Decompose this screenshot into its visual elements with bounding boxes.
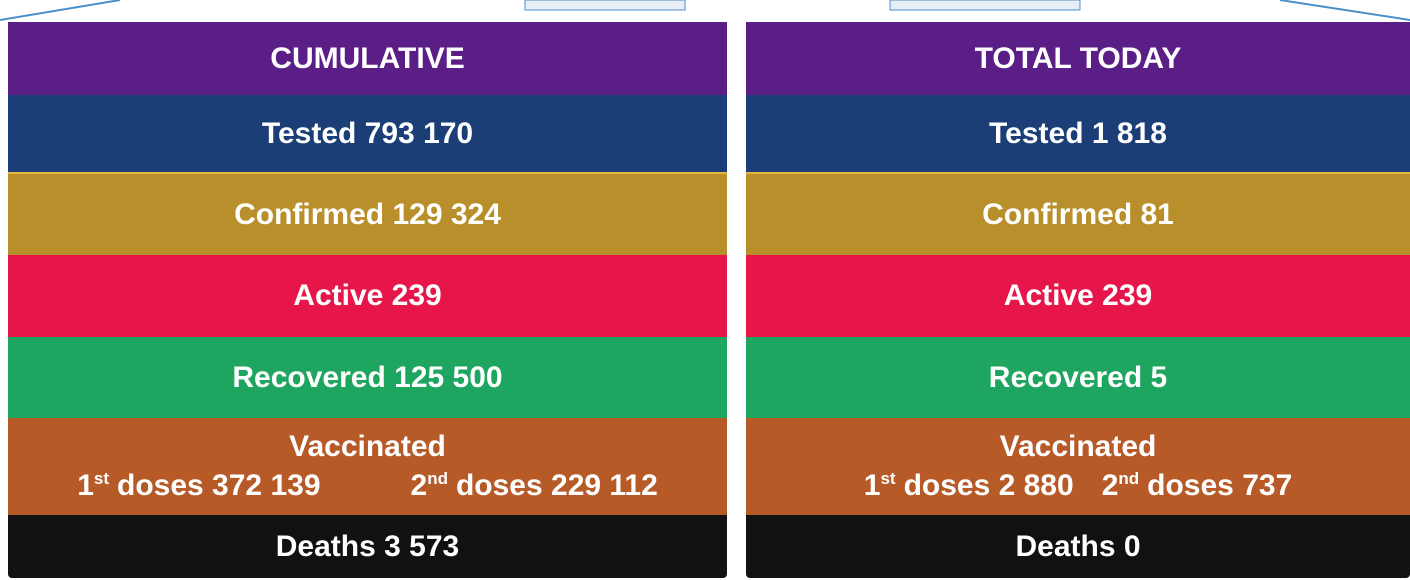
frame-line	[0, 0, 121, 21]
dose-suffix: nd	[427, 469, 448, 489]
dose: 1st doses 2 880	[864, 469, 1074, 503]
stat-row: Recovered 5	[746, 337, 1410, 418]
stat-row: Active 239	[8, 255, 727, 337]
doses: 1st doses 2 880 2nd doses 737	[864, 469, 1293, 503]
dose-number: 1	[77, 469, 94, 503]
vaccinated-label: Vaccinated	[999, 429, 1157, 463]
dose-number: 2	[1101, 469, 1119, 503]
dose: 2nd doses 737	[1102, 469, 1293, 503]
dose-text: doses 229 112	[455, 469, 658, 503]
stat-row: Tested 1 818	[746, 95, 1410, 172]
panel: CUMULATIVE Tested 793 170 Confirmed 129 32…	[8, 22, 727, 578]
dose-text: doses 372 139	[117, 469, 321, 503]
dose-suffix: nd	[1118, 469, 1140, 489]
vaccinated-row: Vaccinated 1st doses 372 139 2nd doses 229 1…	[8, 418, 727, 515]
dose-suffix: st	[880, 469, 896, 489]
vaccinated-row: Vaccinated 1st doses 2 880 2nd doses 737	[746, 418, 1410, 515]
stat-row: Tested 793 170	[8, 95, 727, 172]
panel: TOTAL TODAY Tested 1 818 Confirmed 81 Activ…	[746, 22, 1410, 578]
frame-line	[1279, 0, 1410, 21]
dose-number: 1	[863, 469, 881, 503]
panel-title: TOTAL TODAY	[746, 22, 1410, 95]
dose: 1st doses 372 139	[77, 469, 320, 503]
frame-tab	[889, 0, 1081, 11]
doses: 1st doses 372 139 2nd doses 229 112	[77, 469, 658, 503]
stat-row: Active 239	[746, 255, 1410, 337]
stat-row: Recovered 125 500	[8, 337, 727, 418]
panel-title: CUMULATIVE	[8, 22, 727, 95]
deaths-row: Deaths 3 573	[8, 515, 727, 578]
stat-row: Confirmed 129 324	[8, 172, 727, 255]
vaccinated-label: Vaccinated	[289, 429, 446, 463]
dose-suffix: st	[93, 469, 110, 489]
decoration	[0, 0, 1410, 21]
deaths-row: Deaths 0	[746, 515, 1410, 578]
frame-tab	[524, 0, 686, 11]
dose-text: doses 2 880	[903, 469, 1074, 503]
dose-number: 2	[410, 469, 428, 503]
stat-row: Confirmed 81	[746, 172, 1410, 255]
dose: 2nd doses 229 112	[411, 469, 658, 503]
dose-text: doses 737	[1147, 469, 1293, 503]
